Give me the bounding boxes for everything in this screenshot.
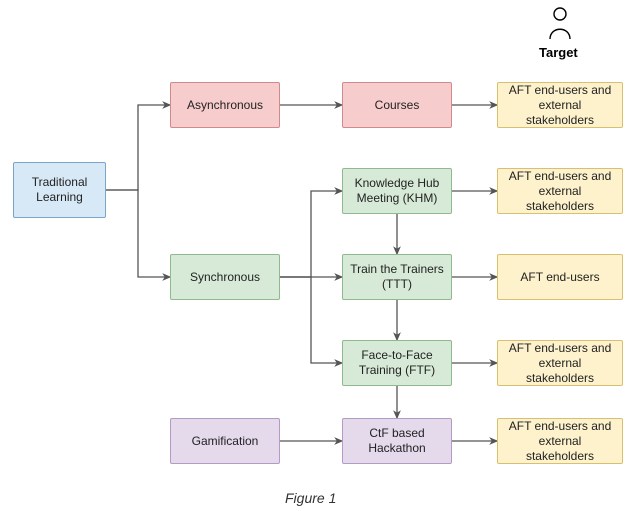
node-gamification: Gamification bbox=[170, 418, 280, 464]
node-aft-endusers-5: AFT end-users and external stakeholders bbox=[497, 418, 623, 464]
node-label: AFT end-users and external stakeholders bbox=[504, 169, 616, 214]
node-label: Knowledge Hub Meeting (KHM) bbox=[349, 176, 445, 206]
figure-canvas: Target Traditional Learning Asynchronous… bbox=[0, 0, 640, 511]
node-synchronous: Synchronous bbox=[170, 254, 280, 300]
node-label: Traditional Learning bbox=[20, 175, 99, 205]
node-label: AFT end-users and external stakeholders bbox=[504, 83, 616, 128]
node-ctf-hackathon: CtF based Hackathon bbox=[342, 418, 452, 464]
node-label: Gamification bbox=[192, 434, 259, 449]
target-label: Target bbox=[539, 45, 578, 60]
node-traditional-learning: Traditional Learning bbox=[13, 162, 106, 218]
node-label: Courses bbox=[375, 98, 420, 113]
node-label: AFT end-users and external stakeholders bbox=[504, 341, 616, 386]
node-label: AFT end-users bbox=[520, 270, 599, 285]
node-label: Asynchronous bbox=[187, 98, 263, 113]
node-aft-endusers-2: AFT end-users and external stakeholders bbox=[497, 168, 623, 214]
node-courses: Courses bbox=[342, 82, 452, 128]
node-aft-endusers-3: AFT end-users bbox=[497, 254, 623, 300]
node-aft-endusers-4: AFT end-users and external stakeholders bbox=[497, 340, 623, 386]
node-label: Train the Trainers (TTT) bbox=[349, 262, 445, 292]
node-asynchronous: Asynchronous bbox=[170, 82, 280, 128]
node-label: Synchronous bbox=[190, 270, 260, 285]
node-label: AFT end-users and external stakeholders bbox=[504, 419, 616, 464]
node-label: Face-to-Face Training (FTF) bbox=[349, 348, 445, 378]
node-khm: Knowledge Hub Meeting (KHM) bbox=[342, 168, 452, 214]
node-ftf: Face-to-Face Training (FTF) bbox=[342, 340, 452, 386]
figure-caption: Figure 1 bbox=[285, 490, 336, 506]
node-label: CtF based Hackathon bbox=[349, 426, 445, 456]
node-aft-endusers-1: AFT end-users and external stakeholders bbox=[497, 82, 623, 128]
node-ttt: Train the Trainers (TTT) bbox=[342, 254, 452, 300]
target-icon bbox=[547, 6, 573, 40]
